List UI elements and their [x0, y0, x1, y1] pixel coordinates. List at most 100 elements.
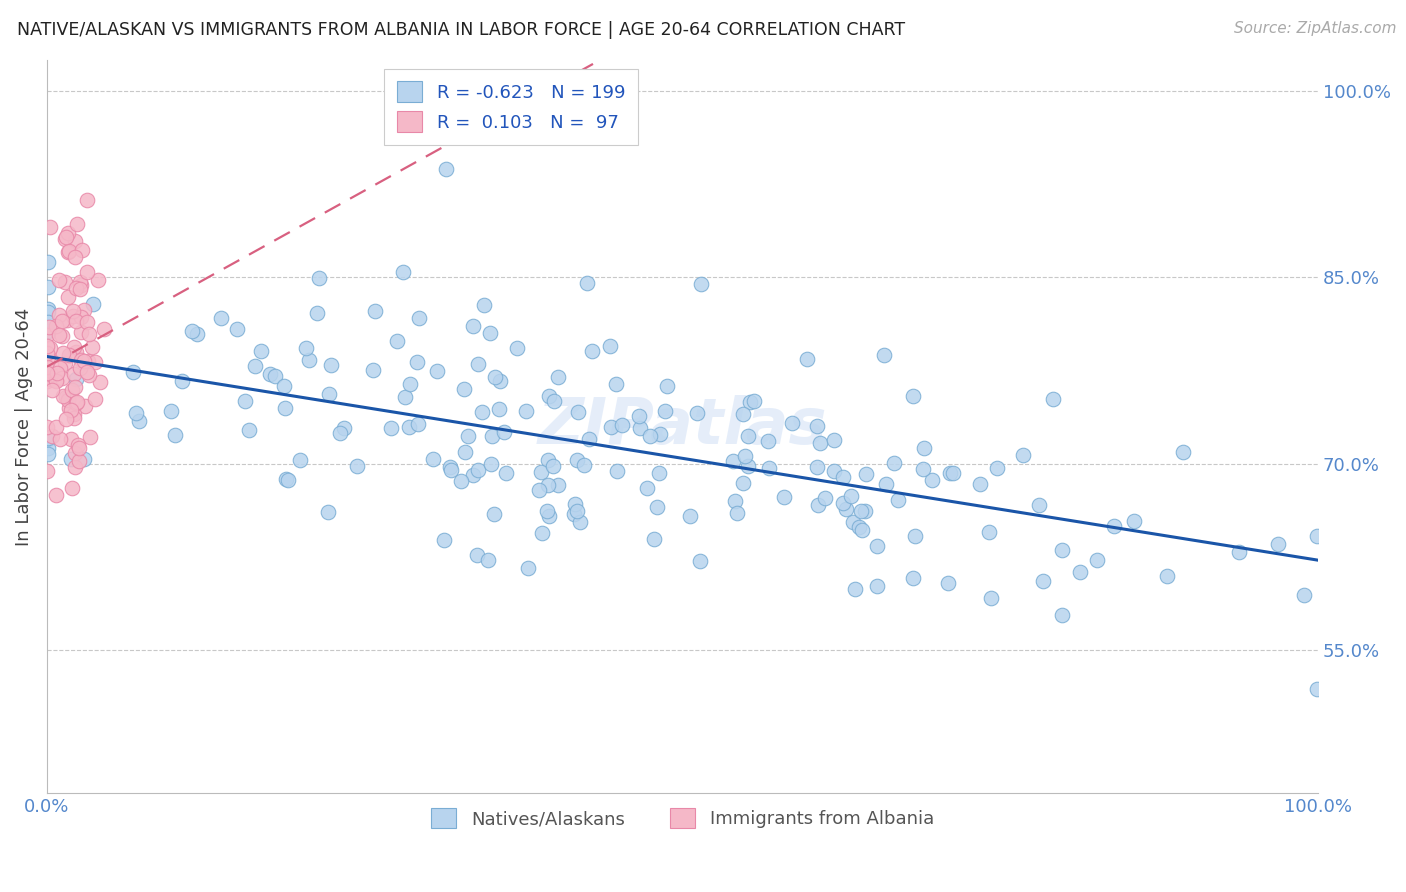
Point	[547, 370, 569, 384]
Point	[73, 399, 96, 413]
Point	[89, 375, 111, 389]
Point	[980, 591, 1002, 605]
Point	[394, 391, 416, 405]
Point	[45, 420, 67, 434]
Point	[55, 231, 77, 245]
Point	[531, 526, 554, 541]
Point	[536, 504, 558, 518]
Point	[814, 491, 837, 506]
Point	[406, 417, 429, 431]
Point	[645, 500, 668, 515]
Point	[319, 358, 342, 372]
Point	[226, 321, 249, 335]
Point	[578, 432, 600, 446]
Point	[527, 483, 550, 497]
Point	[122, 365, 145, 379]
Point	[1032, 574, 1054, 588]
Point	[308, 270, 330, 285]
Point	[41, 368, 63, 382]
Point	[82, 297, 104, 311]
Point	[63, 411, 86, 425]
Point	[79, 430, 101, 444]
Point	[547, 477, 569, 491]
Point	[305, 306, 328, 320]
Point	[37, 350, 59, 364]
Point	[170, 374, 193, 388]
Point	[77, 368, 100, 383]
Point	[835, 501, 858, 516]
Point	[977, 525, 1000, 540]
Point	[903, 529, 925, 543]
Point	[37, 432, 59, 446]
Point	[467, 463, 489, 477]
Point	[37, 302, 59, 317]
Point	[495, 466, 517, 480]
Point	[537, 389, 560, 403]
Point	[58, 348, 80, 362]
Point	[55, 229, 77, 244]
Point	[1012, 448, 1035, 462]
Point	[84, 392, 107, 407]
Point	[841, 489, 863, 503]
Point	[806, 460, 828, 475]
Point	[942, 466, 965, 480]
Point	[63, 380, 86, 394]
Point	[842, 515, 865, 529]
Point	[887, 492, 910, 507]
Point	[55, 411, 77, 425]
Point	[866, 579, 889, 593]
Point	[564, 497, 586, 511]
Point	[1052, 608, 1074, 623]
Point	[65, 314, 87, 328]
Point	[506, 342, 529, 356]
Point	[433, 533, 456, 547]
Point	[67, 442, 90, 456]
Point	[37, 305, 59, 319]
Point	[70, 352, 93, 367]
Point	[562, 507, 585, 521]
Point	[648, 427, 671, 442]
Point	[392, 265, 415, 279]
Point	[628, 409, 651, 423]
Point	[45, 366, 67, 380]
Point	[1085, 552, 1108, 566]
Point	[1042, 392, 1064, 407]
Point	[808, 435, 831, 450]
Point	[316, 504, 339, 518]
Point	[823, 464, 845, 478]
Point	[494, 425, 516, 439]
Point	[76, 265, 98, 279]
Point	[689, 554, 711, 568]
Point	[537, 508, 560, 523]
Point	[541, 459, 564, 474]
Point	[422, 451, 444, 466]
Point	[63, 407, 86, 421]
Point	[855, 467, 877, 482]
Point	[1156, 568, 1178, 582]
Point	[1292, 588, 1315, 602]
Point	[565, 504, 588, 518]
Point	[1028, 498, 1050, 512]
Point	[186, 327, 208, 342]
Point	[380, 421, 402, 435]
Point	[84, 355, 107, 369]
Point	[70, 325, 93, 339]
Point	[56, 393, 79, 408]
Point	[51, 314, 73, 328]
Point	[612, 418, 634, 433]
Point	[39, 219, 62, 234]
Point	[288, 453, 311, 467]
Point	[489, 374, 512, 388]
Point	[70, 310, 93, 324]
Point	[35, 374, 58, 388]
Point	[515, 404, 537, 418]
Point	[482, 507, 505, 521]
Point	[806, 419, 828, 434]
Point	[823, 434, 845, 448]
Point	[832, 496, 855, 510]
Point	[65, 372, 87, 386]
Point	[35, 420, 58, 434]
Point	[93, 322, 115, 336]
Point	[73, 354, 96, 368]
Point	[41, 384, 63, 398]
